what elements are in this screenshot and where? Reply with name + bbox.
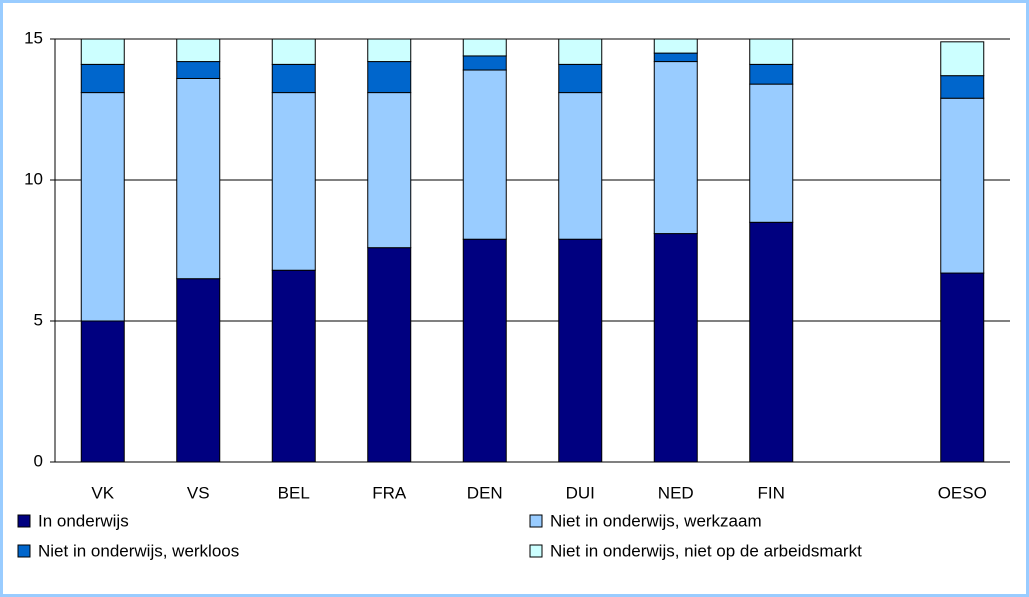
x-tick-label: OESO xyxy=(938,483,987,502)
bar-segment xyxy=(749,221,794,463)
bar-segment xyxy=(367,38,412,63)
legend-swatch xyxy=(17,544,31,558)
x-tick-label: VS xyxy=(187,483,210,502)
bar-segment xyxy=(80,320,125,463)
bar-segment xyxy=(653,233,698,463)
bar-segment xyxy=(940,97,985,274)
bar-segment xyxy=(462,38,507,57)
bar-segment xyxy=(176,278,221,463)
x-tick-label: DUI xyxy=(566,483,595,502)
bar-segment xyxy=(940,272,985,463)
bar-segment xyxy=(80,38,125,65)
bar-segment xyxy=(271,92,316,271)
x-tick-label: BEL xyxy=(278,483,310,502)
bar-segment xyxy=(271,269,316,463)
legend-swatch xyxy=(529,544,543,558)
bar-segment xyxy=(749,83,794,223)
x-tick-label: FIN xyxy=(758,483,785,502)
x-tick-label: FRA xyxy=(372,483,407,502)
y-tick-label: 15 xyxy=(24,28,43,47)
legend-swatch xyxy=(529,514,543,528)
y-tick-label: 0 xyxy=(34,451,43,470)
x-tick-label: VK xyxy=(91,483,114,502)
bar-segment xyxy=(653,61,698,235)
bar-segment xyxy=(940,75,985,99)
x-tick-label: NED xyxy=(658,483,694,502)
bar-segment xyxy=(653,52,698,63)
legend-label: Niet in onderwijs, werkloos xyxy=(38,541,239,560)
bar-segment xyxy=(176,38,221,63)
bar-segment xyxy=(558,92,603,240)
bar-segment xyxy=(367,247,412,463)
y-tick-label: 10 xyxy=(24,169,43,188)
bar-segment xyxy=(80,92,125,322)
bar-segment xyxy=(558,38,603,65)
bar-segment xyxy=(462,55,507,71)
bar-segment xyxy=(271,63,316,94)
bar-segment xyxy=(176,61,221,79)
legend-label: Niet in onderwijs, werkzaam xyxy=(550,511,762,530)
bar-segment xyxy=(940,41,985,77)
bar-segment xyxy=(80,63,125,94)
bar-segment xyxy=(176,77,221,280)
legend-label: In onderwijs xyxy=(38,511,129,530)
bar-segment xyxy=(558,238,603,463)
legend-swatch xyxy=(17,514,31,528)
bar-segment xyxy=(462,238,507,463)
legend-label: Niet in onderwijs, niet op de arbeidsmar… xyxy=(550,541,862,560)
bar-segment xyxy=(462,69,507,240)
bar-segment xyxy=(271,38,316,65)
bar-segment xyxy=(367,61,412,94)
x-tick-label: DEN xyxy=(467,483,503,502)
bar-segment xyxy=(558,63,603,94)
bar-segment xyxy=(749,38,794,65)
bar-segment xyxy=(653,38,698,54)
bar-segment xyxy=(367,92,412,249)
bar-segment xyxy=(749,63,794,85)
y-tick-label: 5 xyxy=(34,310,43,329)
